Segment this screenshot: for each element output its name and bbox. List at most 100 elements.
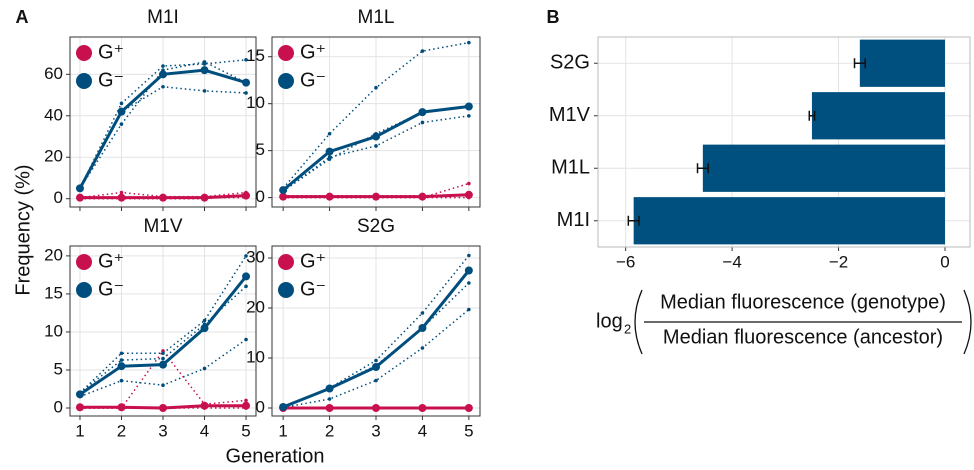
replicate-point — [420, 120, 425, 125]
replicate-point — [327, 157, 332, 161]
mean-point — [325, 147, 334, 156]
replicate-point — [374, 85, 378, 90]
y-tick-label: M1I — [557, 209, 590, 231]
mean-point — [159, 404, 167, 413]
replicate-point — [202, 60, 207, 64]
legend-label: G⁻ — [300, 69, 326, 91]
chart-title: M1L — [358, 7, 395, 28]
replicate-point — [467, 181, 471, 186]
replicate-point — [119, 378, 124, 383]
error-bar — [627, 215, 640, 226]
bar — [811, 92, 945, 140]
mean-point — [279, 186, 288, 195]
mean-point — [242, 272, 251, 281]
y-tick-label: S2G — [550, 52, 590, 74]
y-tick-label: 30 — [246, 247, 265, 266]
chart-title: M1V — [143, 216, 182, 237]
replicate-point — [244, 254, 248, 258]
replicate-point — [420, 311, 425, 315]
legend-label: G⁻ — [98, 69, 124, 91]
paren — [963, 289, 972, 355]
replicate-point — [202, 89, 207, 93]
replicate-point — [467, 114, 471, 118]
x-tick-label: 3 — [371, 421, 380, 440]
mean-point — [325, 404, 334, 412]
replicate-point — [467, 40, 471, 45]
replicate-point — [119, 351, 124, 356]
chart-title: S2G — [357, 216, 395, 237]
error-bar — [696, 163, 709, 174]
mean-point — [242, 401, 251, 410]
legend-swatch — [278, 45, 294, 61]
x-tick-label: −6 — [616, 252, 635, 271]
x-tick-label: 5 — [241, 421, 250, 440]
legend-swatch — [278, 73, 294, 89]
mean-point — [159, 70, 167, 79]
replicate-line — [79, 59, 247, 189]
mean-point — [75, 390, 84, 399]
replicate-point — [374, 378, 378, 383]
y-tick-label: 0 — [256, 397, 265, 416]
replicate-point — [467, 307, 471, 312]
y-tick-label: 20 — [44, 245, 63, 264]
panel-border — [597, 36, 971, 248]
replicate-point — [420, 49, 425, 53]
x-axis-label: Generation — [226, 445, 325, 467]
replicate-point — [119, 101, 124, 106]
x-tick-label: 0 — [940, 252, 949, 271]
y-tick-label: 10 — [246, 347, 265, 366]
mean-point — [464, 266, 473, 275]
error-bar — [853, 58, 866, 69]
y-tick-label: 40 — [44, 105, 63, 124]
mean-point — [464, 102, 473, 111]
mean-point — [200, 324, 209, 333]
error-bar — [808, 110, 816, 121]
mean-point — [117, 362, 126, 371]
mean-point — [372, 132, 380, 141]
replicate-point — [161, 383, 165, 387]
legend-swatch — [278, 254, 294, 270]
y-tick-label: 5 — [54, 359, 63, 378]
y-tick-label: 15 — [44, 283, 63, 302]
legend-swatch — [76, 282, 92, 298]
x-tick-label: 4 — [200, 421, 209, 440]
replicate-point — [244, 91, 248, 95]
bar — [859, 39, 945, 87]
replicate-point — [202, 318, 207, 323]
replicate-point — [420, 346, 425, 350]
mean-point — [75, 403, 84, 412]
y-tick-label: 0 — [54, 397, 63, 416]
y-tick-label: 10 — [246, 93, 265, 112]
replicate-point — [119, 190, 124, 195]
x-tick-label: 1 — [75, 421, 84, 440]
x-tick-label: −2 — [829, 252, 848, 271]
replicate-point — [202, 366, 207, 371]
mean-point — [372, 404, 380, 412]
replicate-point — [119, 358, 124, 362]
mean-point — [200, 193, 209, 202]
y-tick-label: 60 — [44, 64, 63, 83]
replicate-point — [161, 356, 165, 361]
replicate-point — [374, 144, 378, 148]
mean-point — [418, 324, 427, 332]
replicate-point — [244, 337, 248, 342]
replicate-line — [79, 191, 247, 199]
mean-point — [279, 403, 288, 411]
mean-point — [418, 404, 427, 412]
panel-border — [271, 245, 481, 417]
mean-point — [279, 192, 288, 201]
y-axis-label: Frequency (%) — [12, 164, 34, 295]
mean-point — [242, 191, 251, 200]
mean-point — [200, 401, 209, 410]
replicate-point — [327, 397, 332, 401]
chart-title: M1I — [147, 7, 179, 28]
replicate-point — [161, 64, 165, 68]
mean-point — [372, 363, 380, 371]
mean-point — [159, 193, 167, 202]
mean-point — [464, 404, 473, 412]
panel-border — [69, 245, 257, 417]
mean-point — [325, 384, 334, 393]
legend-swatch — [76, 254, 92, 270]
paren — [634, 289, 643, 355]
mean-point — [117, 107, 126, 116]
